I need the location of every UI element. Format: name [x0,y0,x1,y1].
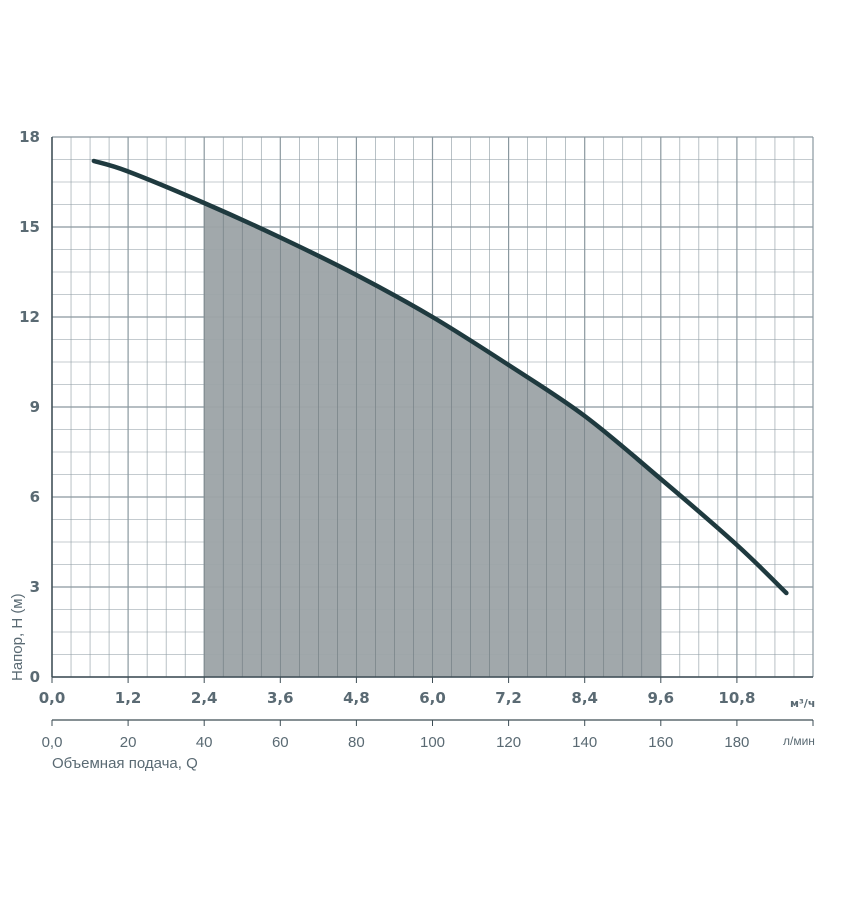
x-tick-label-m3h: 7,2 [495,689,522,707]
x-axis-title: Объемная подача, Q [52,755,198,772]
y-tick-label: 3 [30,578,40,596]
y-tick-label: 15 [19,218,40,236]
head-flow-curve [91,158,789,596]
y-tick-label: 18 [19,128,40,146]
x-tick-label-lpm: 20 [120,734,137,751]
y-tick-label: 9 [30,398,40,416]
x-tick-label-m3h: 2,4 [191,689,218,707]
axes [51,137,814,726]
y-tick-label: 6 [30,488,40,506]
tick-labels: 0,0 1,2 2,4 3,6 4,8 6,0 7,2 8,4 9,6 10,80,0 20 40 60… [19,128,755,751]
x-tick-label-m3h: 0,0 [39,689,66,707]
operating-range [203,203,662,677]
x-tick-label-m3h: 10,8 [718,689,755,707]
x-tick-label-lpm: 120 [496,734,521,751]
x-unit-top: м³/ч [790,697,815,710]
x-tick-label-lpm: 0,0 [42,734,63,751]
y-tick-label: 12 [19,308,40,326]
x-unit-bottom: л/мин [783,734,815,748]
area-grid-overlay [203,203,662,677]
x-tick-label-m3h: 3,6 [267,689,294,707]
y-tick-label: 0 [30,668,40,686]
x-tick-label-lpm: 40 [196,734,213,751]
x-tick-label-m3h: 8,4 [571,689,598,707]
x-tick-label-lpm: 80 [348,734,365,751]
x-tick-label-lpm: 100 [420,734,445,751]
x-tick-label-m3h: 9,6 [648,689,675,707]
y-axis-title: Напор, H (м) [9,593,26,681]
x-tick-label-m3h: 6,0 [419,689,446,707]
x-tick-label-lpm: 180 [724,734,749,751]
x-tick-label-m3h: 1,2 [115,689,142,707]
x-tick-label-lpm: 140 [572,734,597,751]
x-tick-label-m3h: 4,8 [343,689,370,707]
x-tick-label-lpm: 160 [648,734,673,751]
x-tick-label-lpm: 60 [272,734,289,751]
performance-curve-layer [91,158,789,596]
